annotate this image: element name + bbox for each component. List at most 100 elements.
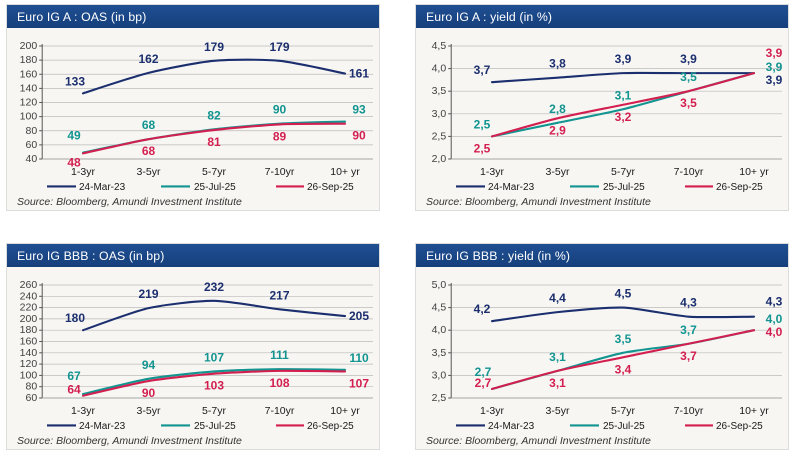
svg-text:24-Mar-23: 24-Mar-23 — [79, 421, 126, 432]
svg-text:4,0: 4,0 — [432, 324, 447, 336]
svg-text:10+ yr: 10+ yr — [739, 405, 769, 417]
svg-text:4,3: 4,3 — [766, 295, 783, 309]
svg-text:25-Jul-25: 25-Jul-25 — [194, 182, 236, 193]
svg-text:2,5: 2,5 — [432, 130, 447, 142]
svg-text:5-7yr: 5-7yr — [202, 166, 226, 178]
svg-text:Source: Bloomberg, Amundi Inve: Source: Bloomberg, Amundi Investment Ins… — [426, 196, 651, 208]
svg-text:25-Jul-25: 25-Jul-25 — [603, 421, 645, 432]
svg-text:10+ yr: 10+ yr — [330, 405, 360, 417]
svg-text:133: 133 — [65, 74, 85, 88]
svg-text:3,0: 3,0 — [432, 108, 447, 120]
svg-text:90: 90 — [352, 129, 366, 143]
svg-text:49: 49 — [67, 129, 81, 143]
svg-text:1-3yr: 1-3yr — [480, 405, 504, 417]
svg-text:3,8: 3,8 — [549, 57, 566, 71]
svg-text:232: 232 — [204, 280, 224, 294]
svg-text:3,0: 3,0 — [432, 369, 447, 381]
svg-text:Source: Bloomberg, Amundi Inve: Source: Bloomberg, Amundi Investment Ins… — [17, 435, 242, 447]
svg-text:3,9: 3,9 — [766, 46, 783, 60]
svg-text:220: 220 — [20, 302, 38, 314]
svg-text:180: 180 — [20, 324, 38, 336]
svg-text:3,9: 3,9 — [680, 52, 697, 66]
svg-text:179: 179 — [204, 40, 224, 54]
svg-text:108: 108 — [269, 376, 289, 390]
svg-text:3,1: 3,1 — [615, 88, 632, 102]
svg-text:205: 205 — [349, 309, 369, 323]
svg-text:111: 111 — [270, 348, 289, 362]
svg-text:5,0: 5,0 — [432, 279, 447, 291]
svg-text:82: 82 — [207, 108, 221, 122]
svg-text:217: 217 — [269, 288, 289, 302]
svg-text:4,5: 4,5 — [432, 302, 447, 314]
svg-text:162: 162 — [138, 52, 158, 66]
svg-text:3-5yr: 3-5yr — [137, 405, 161, 417]
svg-text:1-3yr: 1-3yr — [71, 405, 95, 417]
svg-text:107: 107 — [204, 350, 224, 364]
svg-text:26-Sep-25: 26-Sep-25 — [307, 421, 354, 432]
svg-text:100: 100 — [20, 369, 38, 381]
svg-text:7-10yr: 7-10yr — [674, 166, 704, 178]
svg-text:3,5: 3,5 — [432, 347, 447, 359]
svg-text:7-10yr: 7-10yr — [674, 405, 704, 417]
svg-text:93: 93 — [352, 103, 366, 117]
svg-text:60: 60 — [26, 392, 38, 404]
svg-text:40: 40 — [26, 153, 38, 165]
svg-text:100: 100 — [20, 111, 38, 123]
svg-text:4,3: 4,3 — [680, 296, 697, 310]
svg-text:219: 219 — [138, 287, 158, 301]
svg-text:3-5yr: 3-5yr — [137, 166, 161, 178]
svg-text:3,1: 3,1 — [549, 376, 566, 390]
svg-text:4,5: 4,5 — [432, 40, 447, 52]
svg-text:103: 103 — [204, 379, 224, 393]
svg-text:25-Jul-25: 25-Jul-25 — [194, 421, 236, 432]
svg-text:26-Sep-25: 26-Sep-25 — [307, 182, 354, 193]
svg-text:120: 120 — [20, 97, 38, 109]
svg-text:3,7: 3,7 — [680, 349, 697, 363]
svg-text:90: 90 — [273, 103, 287, 117]
svg-text:179: 179 — [269, 40, 289, 54]
svg-text:2,8: 2,8 — [549, 102, 566, 116]
svg-text:2,5: 2,5 — [474, 141, 491, 155]
svg-text:26-Sep-25: 26-Sep-25 — [716, 421, 763, 432]
svg-text:3,5: 3,5 — [680, 96, 697, 110]
svg-text:200: 200 — [20, 313, 38, 325]
svg-text:2,7: 2,7 — [475, 376, 492, 390]
svg-text:7-10yr: 7-10yr — [265, 166, 295, 178]
svg-text:3,5: 3,5 — [432, 85, 447, 97]
svg-text:3,7: 3,7 — [680, 323, 697, 337]
svg-text:120: 120 — [20, 358, 38, 370]
svg-text:160: 160 — [20, 336, 38, 348]
svg-text:4,5: 4,5 — [615, 287, 632, 301]
svg-text:Source: Bloomberg, Amundi Inve: Source: Bloomberg, Amundi Investment Ins… — [426, 435, 651, 447]
svg-text:260: 260 — [20, 279, 38, 291]
svg-text:1-3yr: 1-3yr — [480, 166, 504, 178]
svg-text:3,1: 3,1 — [549, 350, 566, 364]
svg-text:140: 140 — [20, 82, 38, 94]
svg-text:80: 80 — [26, 125, 38, 137]
svg-text:3-5yr: 3-5yr — [546, 405, 570, 417]
svg-text:240: 240 — [20, 290, 38, 302]
svg-text:3,9: 3,9 — [766, 73, 783, 87]
svg-text:160: 160 — [20, 68, 38, 80]
svg-text:2,0: 2,0 — [432, 153, 447, 165]
svg-text:3,4: 3,4 — [615, 362, 632, 376]
svg-text:5-7yr: 5-7yr — [611, 166, 635, 178]
svg-text:4,0: 4,0 — [432, 63, 447, 75]
svg-text:3,7: 3,7 — [474, 63, 491, 77]
svg-text:68: 68 — [142, 118, 156, 132]
svg-text:110: 110 — [349, 351, 369, 365]
svg-text:180: 180 — [65, 311, 85, 325]
svg-text:180: 180 — [20, 54, 38, 66]
svg-text:67: 67 — [67, 369, 81, 383]
svg-text:25-Jul-25: 25-Jul-25 — [603, 182, 645, 193]
svg-text:2,5: 2,5 — [474, 117, 491, 131]
svg-text:7-10yr: 7-10yr — [265, 405, 295, 417]
svg-text:81: 81 — [207, 135, 221, 149]
svg-text:200: 200 — [20, 40, 38, 52]
svg-text:68: 68 — [142, 144, 156, 158]
svg-text:48: 48 — [67, 155, 81, 169]
svg-text:64: 64 — [67, 383, 81, 397]
svg-text:3-5yr: 3-5yr — [546, 166, 570, 178]
svg-text:3,9: 3,9 — [615, 52, 632, 66]
svg-text:80: 80 — [26, 381, 38, 393]
